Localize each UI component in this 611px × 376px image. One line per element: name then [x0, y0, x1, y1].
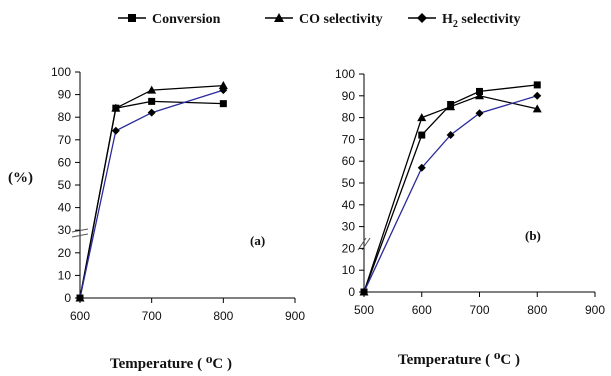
panel-b-point-h2-selectivity [533, 91, 542, 100]
panel-b-series [359, 81, 542, 296]
panel-a-point-co-selectivity [147, 85, 157, 94]
panel-a-point-co-selectivity [111, 103, 121, 112]
panel-a-y-tick-label: 80 [58, 110, 72, 124]
panel-a-y-tick-label: 10 [58, 268, 72, 282]
panel-a-line-h2-selectivity [79, 89, 224, 299]
y-axis-label: (%) [8, 170, 33, 186]
legend-label-co-selectivity: CO selectivity [299, 12, 383, 27]
legend-item-conversion: Conversion [118, 12, 221, 27]
panel-b-point-h2-selectivity [360, 288, 368, 296]
panel-b-line-conversion [363, 84, 538, 293]
legend-marker-square [128, 14, 136, 22]
panel-b-y-tick-label: 0 [348, 285, 355, 299]
panel-b-y-tick-label: 50 [342, 176, 356, 190]
panel-b-x-axis-label: Temperature ( ⁰C ) [398, 352, 520, 368]
panel-b: 0 10 20 30 40 50 60 70 80 90 100 500 600 700 800 900 (b… [335, 67, 605, 368]
panel-a-point-conversion [148, 97, 156, 105]
panel-a-ticks: 0 10 20 30 40 50 60 70 80 90 100 600 700 800 900 [51, 65, 305, 323]
panel-a-x-tick-label: 700 [142, 309, 162, 323]
panel-b-x-tick-label: 900 [585, 303, 605, 317]
panel-b-point-conversion [533, 81, 541, 89]
panel-a-y-tick-label: 40 [58, 201, 72, 215]
panel-b-point-conversion [418, 131, 426, 139]
legend-marker-diamond [417, 13, 427, 23]
panel-a-point-co-selectivity [218, 81, 228, 90]
panel-a-y-tick-label: 0 [64, 291, 71, 305]
panel-b-line-co-selectivity [363, 95, 538, 293]
panel-a-y-tick-label: 60 [58, 155, 72, 169]
panel-a: 0 10 20 30 40 50 60 70 80 90 100 600 700 800 900 (a) T… [51, 65, 305, 372]
legend-label-conversion: Conversion [152, 12, 221, 27]
panel-a-point-conversion [219, 100, 227, 108]
legend-item-co-selectivity: CO selectivity [265, 12, 383, 27]
panel-b-y-tick-label: 70 [342, 132, 356, 146]
panel-b-x-tick-label: 700 [469, 303, 489, 317]
panel-b-point-co-selectivity [475, 91, 484, 100]
panel-b-line-h2-selectivity [363, 95, 538, 293]
panel-a-point-h2-selectivity [111, 126, 120, 135]
panel-a-y-tick-label: 70 [58, 133, 72, 147]
panel-b-point-co-selectivity [532, 104, 542, 113]
panel-b-y-tick-label: 30 [342, 220, 356, 234]
panel-b-y-tick-label: 20 [342, 241, 356, 255]
panel-a-x-tick-label: 900 [285, 309, 305, 323]
panel-b-point-h2-selectivity [446, 131, 455, 140]
panel-b-ticks: 0 10 20 30 40 50 60 70 80 90 100 500 600 700 800 900 [335, 67, 605, 317]
panel-a-series [75, 81, 228, 302]
panel-b-y-tick-label: 40 [342, 198, 356, 212]
legend-marker-triangle [274, 13, 284, 22]
panel-a-point-h2-selectivity [219, 86, 228, 95]
panel-b-y-tick-label: 10 [342, 263, 356, 277]
panel-a-x-axis-label: Temperature ( ⁰C ) [110, 356, 232, 372]
panel-a-point-h2-selectivity [76, 294, 84, 302]
panel-b-y-tick-label: 80 [342, 111, 356, 125]
panel-b-y-tick-label: 60 [342, 154, 356, 168]
legend-label-h2-selectivity: H2 selectivity [442, 12, 520, 30]
panel-b-x-tick-label: 800 [527, 303, 547, 317]
panel-a-label: (a) [250, 233, 265, 248]
panel-b-y-tick-label: 90 [342, 89, 356, 103]
panel-b-point-co-selectivity [417, 113, 427, 122]
panel-a-y-tick-label: 20 [58, 246, 72, 260]
panel-b-label: (b) [525, 228, 541, 243]
panel-a-y-tick-label: 30 [58, 223, 72, 237]
legend-item-h2-selectivity: H2 selectivity [408, 12, 520, 30]
panel-b-point-h2-selectivity [475, 109, 484, 118]
panel-b-y-tick-label: 100 [335, 67, 355, 81]
panel-a-line-co-selectivity [79, 84, 224, 299]
panel-a-y-tick-label: 50 [58, 178, 72, 192]
panel-a-y-tick-label: 90 [58, 88, 72, 102]
panel-a-x-tick-label: 800 [213, 309, 233, 323]
panel-a-x-tick-label: 600 [70, 309, 90, 323]
panel-b-x-tick-label: 500 [354, 303, 374, 317]
panel-b-point-h2-selectivity [417, 163, 426, 172]
legend: Conversion CO selectivity H2 selectivity [118, 12, 520, 30]
panel-a-point-h2-selectivity [147, 108, 156, 117]
panel-b-point-co-selectivity [446, 102, 456, 111]
panel-b-x-tick-label: 600 [412, 303, 432, 317]
panel-a-y-tick-label: 100 [51, 65, 71, 79]
